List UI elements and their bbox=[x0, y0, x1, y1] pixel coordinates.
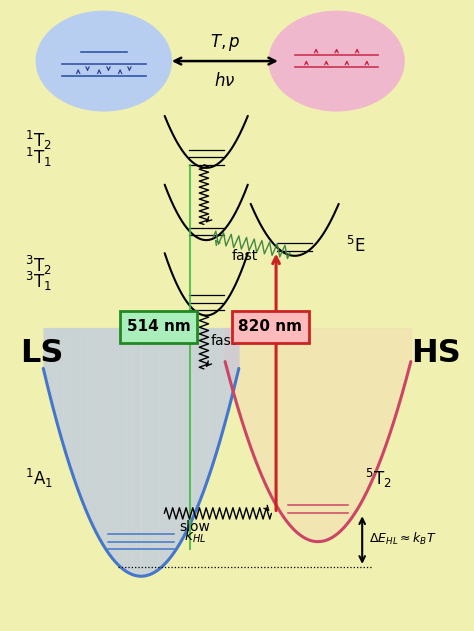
Text: LS: LS bbox=[20, 338, 64, 369]
Text: 514 nm: 514 nm bbox=[127, 319, 191, 334]
Text: $\Delta E_{HL}\approx k_BT$: $\Delta E_{HL}\approx k_BT$ bbox=[369, 531, 437, 546]
FancyBboxPatch shape bbox=[232, 311, 309, 343]
Text: HS: HS bbox=[411, 338, 461, 369]
Text: $^3$T$_1$: $^3$T$_1$ bbox=[25, 270, 52, 293]
Ellipse shape bbox=[36, 11, 171, 111]
Text: $^1$T$_1$: $^1$T$_1$ bbox=[25, 146, 52, 168]
Text: fast: fast bbox=[211, 334, 237, 348]
Text: $^5$E: $^5$E bbox=[346, 237, 365, 256]
Text: $^5$T$_2$: $^5$T$_2$ bbox=[365, 468, 391, 490]
Ellipse shape bbox=[269, 11, 404, 111]
FancyBboxPatch shape bbox=[120, 311, 197, 343]
Text: slow: slow bbox=[179, 520, 210, 534]
Text: $T,p$: $T,p$ bbox=[210, 32, 240, 53]
Text: 820 nm: 820 nm bbox=[238, 319, 302, 334]
Text: $^3$T$_2$: $^3$T$_2$ bbox=[25, 254, 51, 277]
Text: fast: fast bbox=[232, 249, 258, 263]
Text: $^1$A$_1$: $^1$A$_1$ bbox=[25, 468, 53, 490]
Text: $^1$T$_2$: $^1$T$_2$ bbox=[25, 129, 51, 153]
Text: $k_{HL}$: $k_{HL}$ bbox=[183, 528, 206, 545]
Text: $h\nu$: $h\nu$ bbox=[214, 72, 236, 90]
